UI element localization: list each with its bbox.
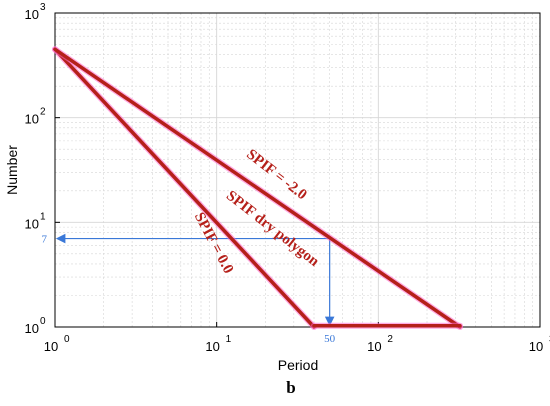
plot-frame — [54, 12, 541, 328]
x-tick-label: 10 — [529, 339, 543, 354]
y-tick-exponent: 3 — [40, 2, 46, 13]
axis-ticks: 100101102103100101102103 — [25, 2, 550, 354]
x-axis-label: Period — [278, 357, 318, 373]
y-tick-label: 10 — [25, 112, 39, 127]
grid — [55, 13, 540, 327]
y-tick-label: 10 — [25, 321, 39, 336]
series-line — [53, 47, 316, 329]
y-tick-label: 10 — [25, 7, 39, 22]
annotation-y-value: 7 — [42, 234, 48, 246]
x-tick-exponent: 1 — [226, 334, 232, 345]
y-tick-exponent: 1 — [40, 211, 46, 222]
y-tick-label: 10 — [25, 216, 39, 231]
x-tick-exponent: 2 — [387, 334, 393, 345]
panel-label: b — [286, 378, 295, 397]
annotation: 7 50 — [42, 234, 336, 345]
x-tick-exponent: 0 — [64, 334, 70, 345]
x-tick-label: 10 — [44, 339, 58, 354]
y-axis-label: Number — [4, 145, 20, 195]
series-label-spif-minus-2: SPIF = -2.0 — [243, 146, 309, 203]
x-tick-label: 10 — [205, 339, 219, 354]
annotation-x-value: 50 — [324, 333, 336, 345]
y-tick-exponent: 2 — [40, 107, 46, 118]
series — [52, 46, 463, 330]
x-tick-label: 10 — [367, 339, 381, 354]
series-line — [53, 47, 462, 329]
y-tick-exponent: 0 — [40, 316, 46, 327]
